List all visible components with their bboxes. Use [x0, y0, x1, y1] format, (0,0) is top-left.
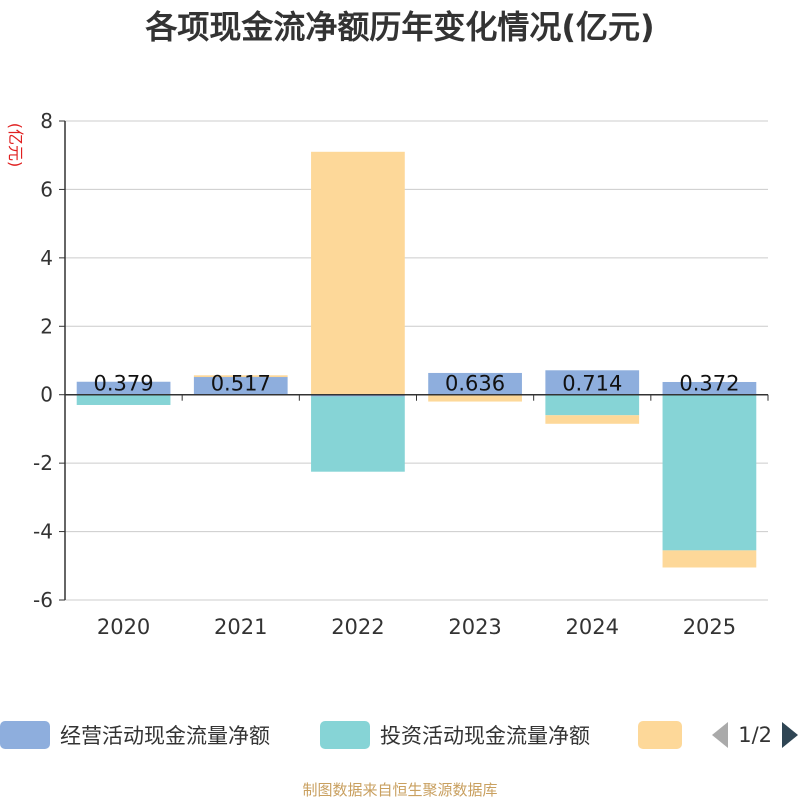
- y-tick-label: 0: [40, 383, 53, 407]
- bars: [76, 151, 757, 568]
- data-label: 0.714: [562, 372, 622, 396]
- data-label: 0.517: [211, 372, 271, 396]
- legend-label-investing: 投资活动现金流量净额: [380, 724, 590, 748]
- bar-0-2022: [311, 394, 405, 397]
- bar-0-2021: [193, 377, 288, 395]
- legend-item-operating[interactable]: 经营活动现金流量净额: [0, 715, 270, 755]
- bar-0-2025: [662, 381, 757, 395]
- data-label: 0.636: [445, 372, 505, 396]
- data-label: 0.372: [679, 372, 739, 396]
- x-tick-label: 2025: [683, 615, 736, 639]
- legend-item-financing[interactable]: [638, 715, 692, 755]
- bar-2-2022: [311, 151, 405, 395]
- y-tick-label: -2: [33, 451, 53, 475]
- x-tick-label: 2021: [214, 615, 267, 639]
- y-tick-label: 8: [40, 109, 53, 133]
- data-label: 0.379: [94, 372, 154, 396]
- legend-item-investing[interactable]: 投资活动现金流量净额: [320, 715, 590, 755]
- y-tick-label: -4: [33, 520, 53, 544]
- chart-canvas: -6 -4 -2 0 2 4 6 8 2020 2021 2022 2023 2024 2025 0.37…: [6, 109, 769, 639]
- grid-lines: [65, 120, 768, 601]
- y-tick-label: 2: [40, 314, 53, 338]
- y-tick-label: -6: [33, 588, 53, 612]
- bar-0-2023: [428, 372, 522, 395]
- chevron-left-icon[interactable]: [710, 720, 730, 750]
- bar-2-2023: [428, 394, 522, 402]
- x-tick-label: 2024: [566, 615, 619, 639]
- bar-2-2021: [193, 375, 288, 378]
- y-axis-label: (亿元): [6, 123, 25, 168]
- legend-swatch-operating: [0, 721, 50, 749]
- legend-pager: 1/2: [710, 715, 800, 755]
- bar-2-2025: [662, 550, 757, 568]
- legend-label-operating: 经营活动现金流量净额: [60, 724, 270, 748]
- chart-title: 各项现金流净额历年变化情况(亿元): [145, 8, 655, 46]
- bar-1-2020: [76, 394, 171, 405]
- bar-1-2022: [311, 396, 405, 472]
- data-labels: 0.379 0.517 0.636 0.714 0.372: [94, 372, 740, 396]
- legend-swatch-financing: [638, 721, 682, 749]
- bar-0-2024: [545, 370, 640, 395]
- y-tick-label: 6: [40, 177, 53, 201]
- bar-0-2020: [76, 381, 171, 395]
- axes: -6 -4 -2 0 2 4 6 8 2020 2021 2022 2023 2024 2025: [33, 109, 769, 639]
- y-tick-label: 4: [40, 246, 53, 270]
- chevron-right-icon[interactable]: [780, 720, 800, 750]
- x-tick-label: 2020: [97, 615, 150, 639]
- legend-page-indicator: 1/2: [738, 723, 772, 747]
- legend-swatch-investing: [320, 721, 370, 749]
- legend: 经营活动现金流量净额 投资活动现金流量净额 1/2: [0, 715, 800, 755]
- bar-1-2024: [545, 394, 640, 416]
- bar-1-2025: [662, 394, 757, 551]
- data-source-note: 制图数据来自恒生聚源数据库: [302, 781, 498, 799]
- x-tick-label: 2022: [331, 615, 384, 639]
- x-tick-label: 2023: [448, 615, 501, 639]
- bar-2-2024: [545, 415, 640, 424]
